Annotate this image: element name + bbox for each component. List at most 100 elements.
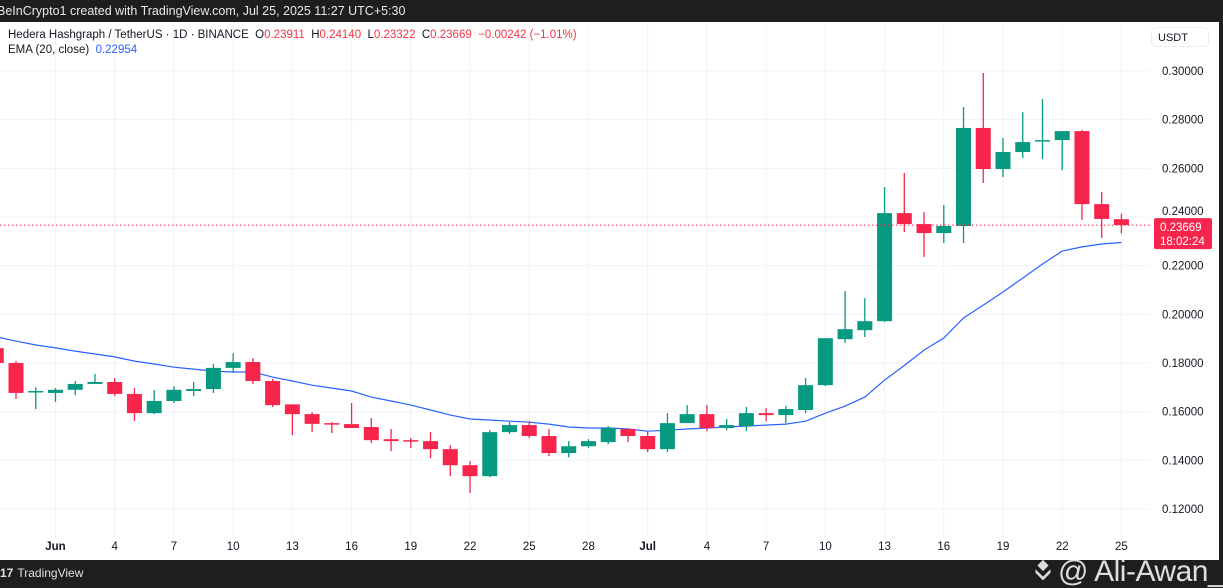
ema-legend-row: EMA (20, close) 0.22954	[8, 43, 577, 58]
candle-bearish	[1113, 213, 1129, 234]
tv-icon: 17	[0, 566, 14, 580]
tradingview-logo[interactable]: 17 TradingView	[0, 566, 83, 580]
candle-bullish	[67, 381, 83, 396]
bar-countdown-label: 18:02:24	[1160, 236, 1205, 248]
currency-button[interactable]: USDT	[1151, 27, 1209, 47]
open-label: O	[255, 29, 265, 41]
close-value: 0.23669	[430, 29, 472, 41]
attribution-bar: BeInCrypto1 created with TradingView.com…	[0, 0, 1223, 22]
candle-body	[442, 449, 458, 466]
low-value: 0.23322	[373, 29, 416, 41]
candle-body	[344, 424, 360, 428]
candle-bearish	[521, 421, 537, 438]
candle-body	[107, 382, 123, 394]
candle-body	[936, 226, 952, 234]
watermark-text: @ Ali-Awan_	[1058, 555, 1223, 588]
candle-body	[798, 385, 814, 410]
candle-bearish	[699, 405, 715, 432]
candle-bearish	[975, 72, 991, 183]
x-tick-label: 25	[1115, 541, 1128, 553]
candle-body	[877, 213, 893, 322]
candle-bullish	[679, 405, 695, 424]
candle-bullish	[1034, 98, 1050, 160]
candle-bearish	[462, 461, 478, 493]
candle-bearish	[1074, 130, 1090, 220]
symbol-legend-row: Hedera Hashgraph / TetherUS · 1D · BINAN…	[8, 28, 577, 43]
candle-bearish	[640, 431, 656, 453]
candle-body	[1113, 219, 1129, 226]
candle-body	[284, 404, 300, 415]
candle-bullish	[719, 418, 735, 431]
x-tick-label: Jul	[639, 541, 656, 553]
candle-body	[896, 213, 912, 225]
candle-bearish	[126, 388, 142, 421]
candle-bearish	[8, 361, 24, 400]
candle-bullish	[857, 298, 873, 337]
candlestick-chart[interactable]: Jun 4 7 10 13 16 19 22 25 28 Jul 4 7 10 13 16 19 22 25 0.30…	[0, 22, 1219, 560]
candle-body	[1074, 131, 1090, 205]
chart-panel[interactable]: Hedera Hashgraph / TetherUS · 1D · BINAN…	[0, 22, 1219, 560]
x-tick-label: 4	[111, 541, 118, 553]
candle-body	[126, 393, 142, 414]
candle-body	[699, 414, 715, 428]
candle-body	[363, 427, 379, 441]
candle-body	[995, 152, 1011, 170]
candle-bullish	[738, 407, 754, 432]
candle-body	[956, 127, 972, 227]
candle-bullish	[561, 441, 577, 458]
candle-bearish	[541, 428, 557, 457]
candle-bearish	[344, 402, 360, 428]
candle-bullish	[87, 373, 103, 384]
x-tick-label: 16	[937, 541, 950, 553]
candle-body	[1034, 140, 1050, 142]
candle-body	[758, 413, 774, 416]
symbol-title[interactable]: Hedera Hashgraph / TetherUS · 1D · BINAN…	[8, 29, 249, 41]
candle-body	[146, 400, 162, 414]
candle-bullish	[580, 439, 596, 449]
candle-bullish	[995, 137, 1011, 178]
candle-bullish	[502, 422, 517, 435]
candle-body	[738, 413, 754, 427]
candle-body	[324, 423, 340, 425]
candle-body	[1094, 204, 1110, 219]
candle-bearish	[620, 427, 636, 443]
candle-bullish	[877, 187, 893, 323]
candle-bearish	[403, 437, 419, 449]
candle-body	[837, 329, 853, 340]
y-tick-label: 0.28000	[1162, 115, 1204, 127]
candle-bullish	[482, 430, 498, 478]
x-tick-label: 4	[704, 541, 711, 553]
high-label: H	[311, 29, 320, 41]
x-tick-label: 19	[404, 541, 417, 553]
candle-bullish	[956, 107, 972, 244]
x-tick-label: 10	[819, 541, 832, 553]
candle-bullish	[1054, 131, 1070, 171]
attribution-text: BeInCrypto1 created with TradingView.com…	[0, 4, 406, 18]
x-tick-label: 19	[997, 541, 1010, 553]
candle-bearish	[383, 428, 399, 452]
candle-body	[502, 425, 517, 433]
candle-bullish	[936, 205, 952, 244]
candle-body	[8, 363, 24, 393]
y-tick-label: 0.12000	[1162, 504, 1204, 516]
candle-bullish	[205, 363, 221, 393]
x-tick-label: Jun	[45, 541, 65, 553]
candle-bearish	[245, 358, 261, 384]
candle-body	[817, 338, 833, 386]
candle-bullish	[817, 338, 833, 387]
candle-body	[620, 428, 636, 437]
x-tick-label: 22	[464, 541, 477, 553]
candle-bullish	[659, 413, 675, 453]
candle-body	[521, 425, 537, 437]
candle-body	[659, 423, 675, 450]
candle-body	[245, 362, 261, 382]
current-price-label: 0.23669	[1160, 222, 1202, 234]
tradingview-brand: TradingView	[17, 566, 84, 580]
candle-bearish	[284, 404, 300, 436]
candle-body	[67, 383, 83, 390]
candle-body	[561, 446, 577, 454]
ema-label[interactable]: EMA (20, close)	[8, 44, 90, 56]
y-tick-label: 0.24000	[1162, 206, 1204, 218]
close-label: C	[421, 29, 431, 41]
ema-line	[0, 241, 1122, 432]
